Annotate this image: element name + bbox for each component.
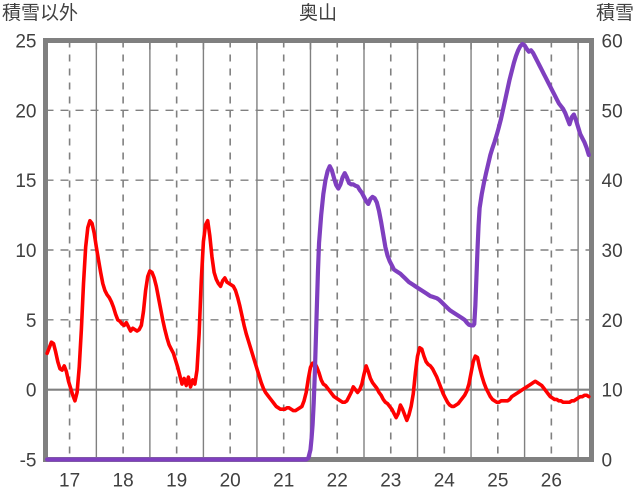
x-tick-label: 25 [487,471,508,492]
left-tick-label: 15 [15,171,36,192]
left-tick-label: -5 [20,451,37,472]
x-tick-label: 24 [434,471,456,492]
series-non-snow [45,218,591,423]
right-tick-label: 40 [602,171,623,192]
right-axis-title: 積雪 [595,3,634,24]
x-tick-label: 21 [273,471,294,492]
right-tick-label: 10 [602,381,623,402]
left-tick-label: 0 [26,381,37,402]
left-axis-title: 積雪以外 [2,3,79,24]
right-tick-label: 30 [602,241,623,262]
right-tick-label: 60 [602,32,623,53]
x-tick-label: 18 [113,471,134,492]
left-tick-label: 25 [15,32,36,53]
x-tick-label: 23 [380,471,401,492]
right-tick-label: 50 [602,101,623,122]
right-tick-label: 0 [602,451,613,472]
x-tick-label: 26 [541,471,562,492]
series-snow [45,41,591,462]
x-tick-label: 19 [166,471,187,492]
x-tick-label: 17 [59,471,80,492]
chart-title: 奥山 [298,3,337,24]
left-tick-label: 10 [15,241,36,262]
series-lines [45,41,591,462]
x-tick-label: 20 [220,471,241,492]
left-tick-label: 5 [26,311,37,332]
x-tick-label: 22 [327,471,348,492]
left-tick-label: 20 [15,101,36,122]
right-tick-label: 20 [602,311,623,332]
plot-frame [43,38,594,462]
